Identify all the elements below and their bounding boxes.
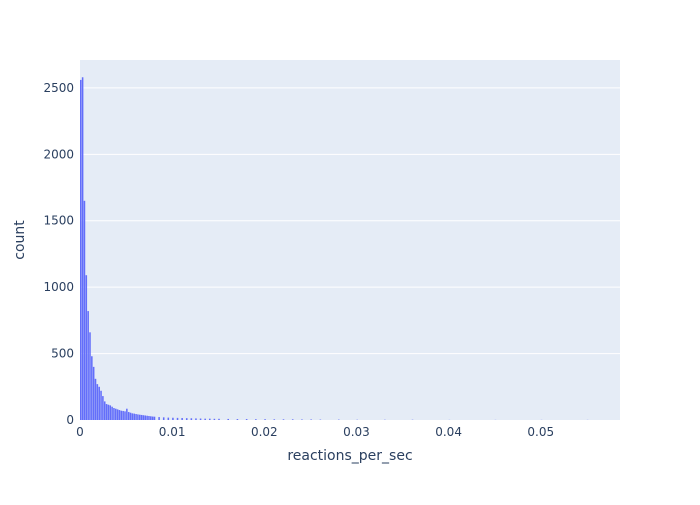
histogram-bar xyxy=(95,379,97,420)
histogram-bar xyxy=(227,419,229,420)
histogram-bar xyxy=(141,415,143,420)
histogram-bar xyxy=(145,415,147,420)
histogram-bar xyxy=(150,416,152,420)
y-tick-label: 2000 xyxy=(43,147,74,161)
x-tick-label: 0.03 xyxy=(343,425,370,439)
histogram-bar xyxy=(132,413,134,420)
y-tick-label: 1500 xyxy=(43,214,74,228)
histogram-bar xyxy=(106,404,108,420)
x-tick-label: 0 xyxy=(76,425,84,439)
histogram-bar xyxy=(214,419,216,420)
histogram-bar xyxy=(172,418,174,420)
histogram-bar xyxy=(115,409,117,420)
histogram-bar xyxy=(137,414,139,420)
histogram-bar xyxy=(168,418,170,420)
histogram-bar xyxy=(264,419,266,420)
histogram-bar xyxy=(124,411,126,420)
histogram-bar xyxy=(122,411,124,420)
histogram-bar xyxy=(109,405,111,420)
histogram-bar xyxy=(130,413,132,420)
histogram-bar xyxy=(91,356,93,420)
histogram-bar xyxy=(292,419,294,420)
histogram-bar xyxy=(152,417,154,420)
histogram-bar xyxy=(126,409,128,420)
histogram-bar xyxy=(246,419,248,420)
histogram-bar xyxy=(98,387,100,420)
x-axis-ticks: 0 0.01 0.02 0.03 0.04 0.05 xyxy=(76,425,554,439)
histogram-bar xyxy=(237,419,239,420)
histogram-bar xyxy=(191,418,193,420)
histogram-bar xyxy=(255,419,257,420)
histogram-bar xyxy=(97,384,99,420)
histogram-bar xyxy=(301,419,303,420)
histogram-bar xyxy=(102,396,104,420)
histogram-bar xyxy=(119,410,121,420)
histogram-bar xyxy=(186,418,188,420)
histogram-bar xyxy=(121,411,123,420)
histogram-bar xyxy=(84,201,86,420)
histogram-bar xyxy=(146,416,148,420)
histogram-bar xyxy=(87,311,89,420)
histogram-bar xyxy=(113,408,115,420)
histogram-bar xyxy=(200,419,202,420)
histogram-bar xyxy=(80,80,82,420)
x-tick-label: 0.04 xyxy=(435,425,462,439)
plot-background xyxy=(80,60,620,420)
histogram-bar xyxy=(310,419,312,420)
y-tick-label: 2500 xyxy=(43,81,74,95)
histogram-bar xyxy=(82,77,84,420)
histogram-bar xyxy=(117,409,119,420)
histogram-bar xyxy=(158,417,160,420)
histogram-bar xyxy=(148,416,150,420)
histogram-bar xyxy=(93,367,95,420)
histogram-bar xyxy=(133,414,135,420)
histogram-bar xyxy=(154,417,156,420)
histogram-bar xyxy=(274,419,276,420)
y-axis-title: count xyxy=(12,220,28,260)
histogram-bar xyxy=(209,419,211,420)
y-tick-label: 0 xyxy=(66,413,74,427)
histogram-bar xyxy=(135,414,137,420)
histogram-bar xyxy=(139,415,141,420)
histogram-bar xyxy=(89,332,91,420)
histogram-bar xyxy=(143,415,145,420)
histogram-bar xyxy=(163,417,165,420)
histogram-bar xyxy=(181,418,183,420)
x-axis-title: reactions_per_sec xyxy=(287,448,412,464)
x-tick-label: 0.01 xyxy=(159,425,186,439)
histogram-bar xyxy=(128,412,130,420)
histogram-bar xyxy=(86,275,88,420)
histogram-bar xyxy=(195,418,197,420)
histogram-bar xyxy=(104,401,106,420)
x-tick-label: 0.05 xyxy=(527,425,554,439)
histogram-bar xyxy=(100,391,102,420)
histogram-bar xyxy=(108,405,110,420)
y-tick-label: 500 xyxy=(51,347,74,361)
histogram-bar xyxy=(177,418,179,420)
histogram-bar xyxy=(283,419,285,420)
y-axis-ticks: 0 500 1000 1500 2000 2500 xyxy=(43,81,74,427)
x-tick-label: 0.02 xyxy=(251,425,278,439)
y-tick-label: 1000 xyxy=(43,280,74,294)
histogram-bar xyxy=(218,419,220,420)
histogram-bar xyxy=(111,407,113,420)
histogram-bar xyxy=(204,419,206,420)
